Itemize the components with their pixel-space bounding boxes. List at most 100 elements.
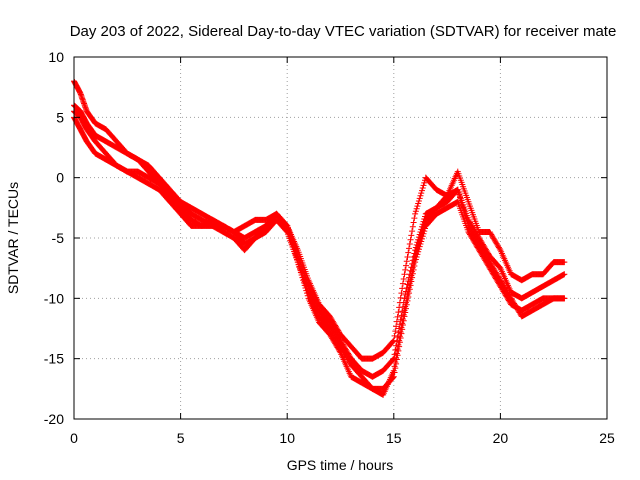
data-point (300, 279, 307, 286)
data-point (464, 220, 471, 227)
data-point (288, 235, 295, 242)
data-point (303, 290, 310, 297)
data-point (410, 219, 417, 226)
data-point (409, 264, 416, 271)
data-point (294, 259, 301, 266)
data-point (336, 348, 343, 355)
data-point (297, 266, 304, 273)
data-point (411, 256, 418, 263)
data-point (418, 229, 425, 236)
data-point (300, 277, 307, 284)
y-tick-label: -15 (44, 351, 64, 367)
data-point (561, 295, 568, 302)
data-point (295, 261, 302, 268)
data-point (409, 228, 416, 235)
data-point (291, 246, 298, 253)
data-point (413, 247, 420, 254)
data-point (454, 186, 461, 193)
data-point (401, 307, 408, 314)
data-points (71, 78, 568, 398)
y-tick-label: 0 (56, 170, 64, 186)
data-point (393, 323, 400, 330)
x-tick-label: 0 (70, 430, 78, 446)
data-point (402, 262, 409, 269)
data-point (414, 203, 421, 210)
data-point (409, 268, 416, 275)
data-point (415, 200, 422, 207)
data-point (414, 245, 421, 252)
axis-ticks: 0 5 10 15 20 25 -20 -15 -10 -5 0 5 10 (44, 49, 615, 446)
series-4 (71, 114, 568, 398)
data-point (403, 295, 410, 302)
y-tick-label: 10 (48, 49, 64, 65)
data-point (289, 241, 296, 248)
data-point (286, 230, 293, 237)
data-point (291, 248, 298, 255)
data-point (294, 256, 301, 263)
x-tick-label: 15 (386, 430, 402, 446)
data-point (397, 328, 404, 335)
data-point (415, 242, 422, 249)
data-point (302, 284, 309, 291)
data-point (298, 272, 305, 279)
data-point (303, 287, 310, 294)
data-point (412, 208, 419, 215)
data-point (393, 350, 400, 357)
data-point (285, 228, 292, 235)
data-point (398, 324, 405, 331)
data-point (421, 222, 428, 229)
y-tick-label: 5 (56, 109, 64, 125)
data-point (420, 182, 427, 189)
data-point (561, 271, 568, 278)
data-point (284, 222, 291, 229)
data-point (398, 290, 405, 297)
data-point (297, 269, 304, 276)
x-tick-label: 10 (279, 430, 295, 446)
plot-frame (73, 56, 608, 420)
data-point (457, 197, 464, 204)
data-point (462, 212, 469, 219)
data-point (408, 232, 415, 239)
data-point (463, 217, 470, 224)
data-point (394, 346, 401, 353)
data-point (390, 367, 397, 374)
data-point (457, 194, 464, 201)
y-tick-label: -10 (44, 290, 64, 306)
data-point (412, 210, 419, 217)
data-point (304, 292, 311, 299)
data-point (413, 205, 420, 212)
y-tick-label: -5 (52, 230, 65, 246)
data-point (415, 197, 422, 204)
data-point (410, 260, 417, 267)
data-point (399, 280, 406, 287)
data-point (394, 313, 401, 320)
data-point (407, 276, 414, 283)
data-point (455, 189, 462, 196)
data-point (415, 240, 422, 247)
data-point (406, 241, 413, 248)
data-point (287, 233, 294, 240)
data-point (406, 245, 413, 252)
series-3 (71, 108, 568, 392)
data-point (392, 359, 399, 366)
data-point (284, 225, 291, 232)
data-point (416, 237, 423, 244)
data-point (419, 185, 426, 192)
data-point (393, 354, 400, 361)
x-tick-label: 5 (177, 430, 185, 446)
data-point (463, 215, 470, 222)
data-point (405, 249, 412, 256)
data-point (406, 280, 413, 287)
data-point (404, 291, 411, 298)
data-point (416, 195, 423, 202)
data-point (402, 266, 409, 273)
data-point (418, 190, 425, 197)
data-point (293, 253, 300, 260)
data-point (296, 264, 303, 271)
data-point (422, 219, 429, 226)
data-point (402, 303, 409, 310)
data-point (290, 243, 297, 250)
data-point (420, 224, 427, 231)
data-point (461, 210, 468, 217)
data-point (407, 236, 414, 243)
